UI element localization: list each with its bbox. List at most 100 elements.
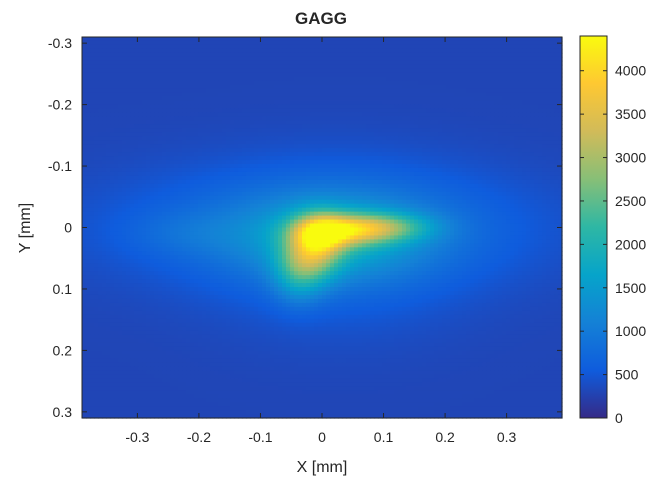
heatmap-cell	[170, 140, 175, 145]
heatmap-cell	[386, 156, 391, 161]
heatmap-cell	[494, 171, 499, 177]
heatmap-cell	[166, 128, 171, 133]
heatmap-cell	[266, 136, 271, 141]
heatmap-cell	[302, 60, 307, 66]
heatmap-cell	[282, 124, 287, 129]
heatmap-cell	[378, 92, 383, 98]
heatmap-cell	[170, 104, 175, 110]
heatmap-cell	[398, 164, 403, 169]
heatmap-cell	[138, 124, 143, 129]
heatmap-cell	[342, 108, 347, 114]
heatmap-cell	[254, 160, 259, 165]
heatmap-cell	[82, 120, 87, 125]
heatmap-cell	[450, 120, 455, 125]
heatmap-cell	[194, 187, 199, 193]
heatmap-cell	[406, 100, 411, 106]
heatmap-cell	[386, 116, 391, 121]
heatmap-cell	[274, 191, 279, 197]
heatmap-cell	[358, 92, 363, 98]
heatmap-cell	[202, 164, 207, 169]
heatmap-cell	[402, 195, 407, 201]
heatmap-cell	[454, 160, 459, 165]
heatmap-cell	[202, 128, 207, 133]
heatmap-cell	[434, 148, 439, 153]
heatmap-cell	[394, 64, 399, 70]
heatmap-cell	[510, 140, 515, 145]
heatmap-cell	[354, 40, 359, 46]
heatmap-cell	[106, 80, 111, 86]
heatmap-cell	[270, 164, 275, 169]
heatmap-cell	[490, 187, 495, 193]
heatmap-cell	[122, 199, 127, 205]
heatmap-cell	[146, 199, 151, 205]
heatmap-cell	[130, 108, 135, 114]
heatmap-cell	[334, 56, 339, 62]
heatmap-cell	[186, 68, 191, 74]
heatmap-cell	[394, 68, 399, 74]
heatmap-cell	[258, 152, 263, 157]
heatmap-cell	[210, 68, 215, 74]
heatmap-cell	[518, 179, 523, 185]
heatmap-cell	[206, 132, 211, 137]
heatmap-cell	[554, 96, 559, 102]
heatmap-cell	[190, 76, 195, 82]
heatmap-cell	[198, 64, 203, 70]
heatmap-cell	[446, 112, 451, 117]
heatmap-cell	[114, 108, 119, 114]
heatmap-cell	[322, 84, 327, 90]
heatmap-cell	[530, 92, 535, 98]
heatmap-cell	[558, 76, 563, 82]
heatmap-cell	[298, 195, 303, 201]
heatmap-cell	[174, 132, 179, 137]
heatmap-cell	[282, 64, 287, 70]
heatmap-cell	[310, 108, 315, 114]
heatmap-cell	[462, 72, 467, 78]
heatmap-cell	[86, 156, 91, 161]
heatmap-cell	[318, 191, 323, 197]
heatmap-cell	[526, 148, 531, 153]
heatmap-cell	[190, 88, 195, 94]
heatmap-cell	[342, 164, 347, 169]
heatmap-cell	[326, 167, 331, 173]
heatmap-cell	[514, 92, 519, 98]
heatmap-cell	[326, 96, 331, 102]
heatmap-cell	[290, 64, 295, 70]
heatmap-cell	[466, 64, 471, 70]
heatmap-cell	[142, 116, 147, 121]
heatmap-cell	[130, 144, 135, 149]
heatmap-cell	[214, 108, 219, 114]
heatmap-cell	[322, 160, 327, 165]
heatmap-cell	[210, 60, 215, 66]
heatmap-cell	[170, 195, 175, 201]
heatmap-cell	[150, 56, 155, 62]
heatmap-cell	[322, 108, 327, 114]
heatmap-cell	[514, 68, 519, 74]
heatmap-cell	[222, 108, 227, 114]
heatmap-cell	[342, 56, 347, 62]
heatmap-cell	[366, 37, 371, 42]
heatmap-cell	[282, 164, 287, 169]
heatmap-cell	[202, 136, 207, 141]
heatmap-cell	[510, 72, 515, 78]
heatmap-cell	[186, 140, 191, 145]
heatmap-cell	[426, 124, 431, 129]
heatmap-cell	[334, 48, 339, 54]
heatmap-cell	[142, 164, 147, 169]
heatmap-cell	[274, 52, 279, 58]
heatmap-cell	[110, 40, 115, 46]
heatmap-cell	[258, 104, 263, 110]
heatmap-cell	[126, 60, 131, 66]
heatmap-cell	[534, 88, 539, 94]
heatmap-cell	[554, 167, 559, 173]
heatmap-cell	[270, 76, 275, 82]
heatmap-cell	[218, 68, 223, 74]
heatmap-cell	[110, 160, 115, 165]
heatmap-cell	[202, 60, 207, 66]
heatmap-cell	[238, 68, 243, 74]
heatmap-cell	[262, 112, 267, 117]
heatmap-cell	[186, 199, 191, 205]
heatmap-cell	[286, 64, 291, 70]
heatmap-cell	[206, 40, 211, 46]
heatmap-cell	[82, 152, 87, 157]
heatmap-cell	[514, 76, 519, 82]
